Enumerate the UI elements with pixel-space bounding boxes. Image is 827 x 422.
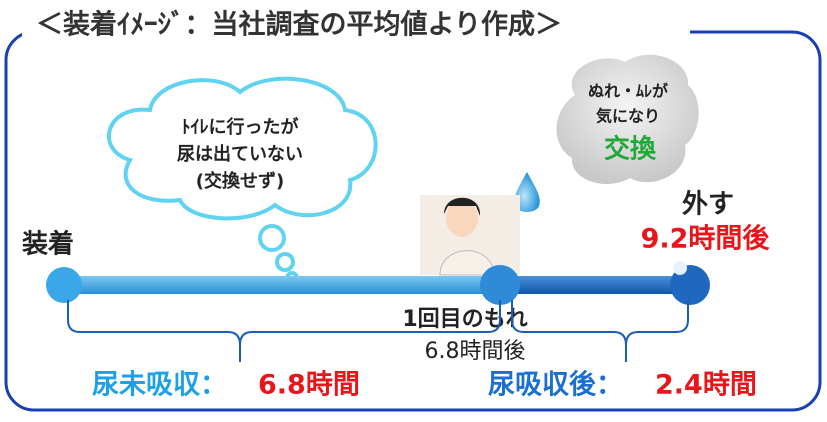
start-point [46, 267, 82, 303]
end-label: 外す [682, 190, 734, 220]
brace [68, 300, 688, 362]
thought-line: (交換せず) [196, 170, 284, 192]
duration-value: 6.8時間 [258, 370, 360, 401]
frame [6, 32, 820, 410]
change-action: 交換 [604, 134, 657, 165]
person-illustration [420, 195, 520, 275]
end-time: 9.2時間後 [641, 224, 771, 255]
start-label: 装着 [22, 229, 74, 260]
thought-line: ﾄｲﾚに行ったが [182, 116, 299, 138]
infographic: ＜装着ｲﾒｰｼﾞ：当社調査の平均値より作成＞ ﾄｲﾚに行ったが 尿は出ていない … [0, 0, 827, 418]
duration-label: 尿吸収後： [488, 370, 623, 401]
timeline-before [60, 276, 505, 294]
title: ＜装着ｲﾒｰｼﾞ：当社調査の平均値より作成＞ [36, 9, 562, 41]
leak-point [480, 265, 520, 305]
leak-label: 1回目のもれ [402, 307, 527, 332]
change-line: 気になり [596, 107, 660, 126]
duration-label: 尿未吸収： [92, 370, 227, 401]
duration-value: 2.4時間 [655, 370, 757, 401]
leak-time: 6.8時間後 [425, 339, 526, 364]
end-highlight [673, 261, 687, 275]
change-line: ぬれ・ﾑﾚが [588, 82, 668, 101]
thought-line: 尿は出ていない [177, 143, 303, 165]
timeline-after [495, 276, 695, 294]
